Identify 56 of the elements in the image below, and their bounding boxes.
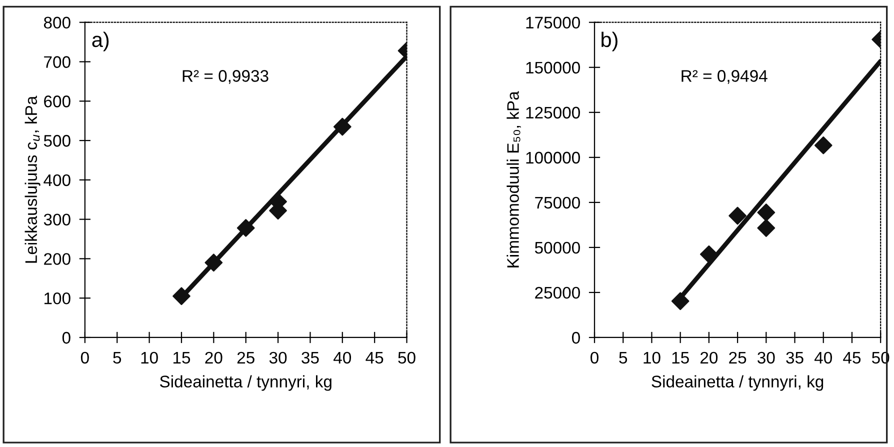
point [700,245,718,264]
x-tick-label: 15 [173,352,190,364]
y-tick-label: 700 [44,56,70,68]
x-axis-title: Sideainetta / tynnyri, kg [652,375,824,391]
y-tick-label: 300 [44,214,70,226]
y-tick-label: 75000 [535,196,580,209]
y-tick-label: 200 [44,253,70,265]
y-tick-label: 25000 [535,286,580,299]
x-tick-label: 20 [700,352,718,364]
point [757,219,776,237]
point [814,136,832,154]
annotation: R² = 0,9933 [182,70,268,84]
x-tick-label: 45 [843,352,861,364]
y-tick-label: 150000 [526,62,580,74]
y-tick-label: 100000 [526,152,580,164]
x-tick-label: 40 [334,352,352,364]
y-tick-label: 0 [572,332,580,344]
y-axis-title: Kimmomoduuli E₅₀, kPa [506,91,521,268]
point [236,219,255,237]
point [333,118,352,136]
y-tick-label: 400 [44,174,70,186]
point [728,206,746,225]
x-tick-label: 5 [619,352,628,364]
point [757,204,776,222]
y-tick-label: 125000 [526,106,580,119]
x-tick-label: 25 [237,352,254,364]
x-tick-label: 25 [729,352,746,364]
x-tick-label: 10 [644,352,660,364]
x-tick-label: 50 [398,352,416,364]
x-tick-label: 15 [672,352,689,364]
annotation: b) [602,32,618,52]
x-tick-label: 30 [269,352,287,364]
x-tick-label: 0 [590,352,598,364]
y-tick-label: 100 [44,292,70,304]
y-axis-title: Leikkauslujuus c$_{u}$, kPa [24,96,40,263]
x-tick-label: 0 [80,352,89,364]
y-tick-label: 175000 [526,16,580,29]
point [671,292,690,310]
x-axis-title: Sideainetta / tynnyri, kg [160,375,332,391]
annotation: R² = 0,9494 [682,70,768,84]
y-tick-label: 50000 [534,242,580,254]
point [204,254,223,272]
x-tick-label: 10 [141,352,158,364]
y-tick-label: 800 [44,16,70,29]
x-tick-label: 5 [113,352,122,364]
x-tick-label: 35 [302,352,319,364]
point [172,287,190,306]
x-tick-label: 40 [814,352,832,364]
x-tick-label: 30 [758,352,775,364]
y-tick-label: 0 [62,332,70,344]
y-tick-label: 500 [44,134,70,147]
x-tick-label: 20 [205,352,222,364]
x-tick-label: 35 [786,352,804,364]
x-tick-label: 45 [366,352,384,364]
annotation: a) [92,32,109,52]
y-tick-label: 600 [44,96,70,108]
